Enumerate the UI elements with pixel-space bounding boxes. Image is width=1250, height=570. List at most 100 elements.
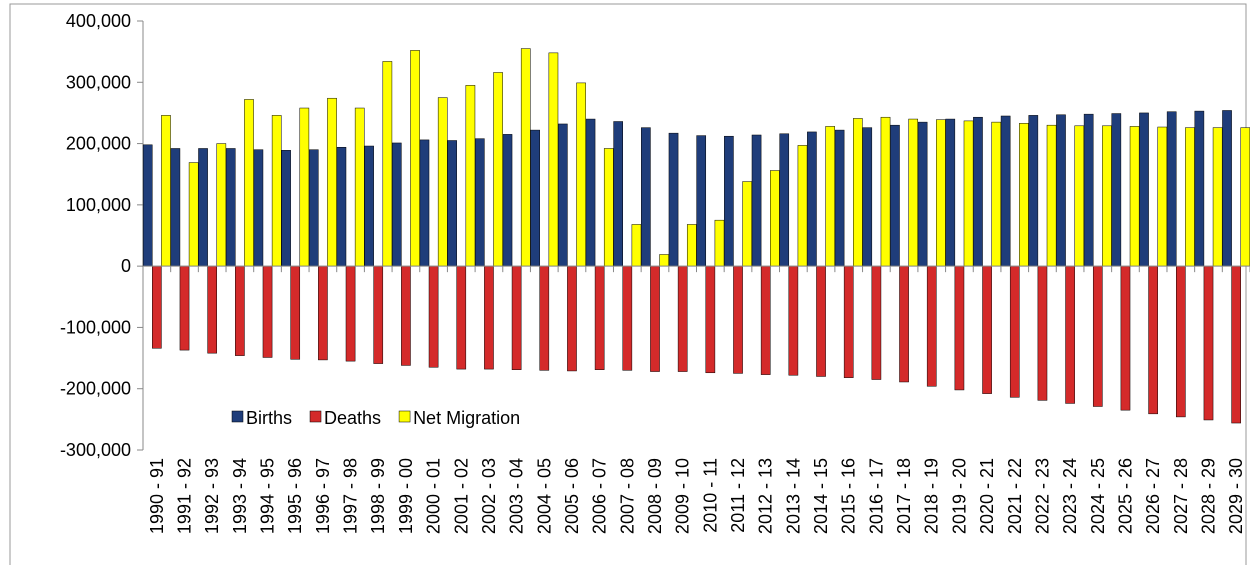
x-tick-label: 2004 - 05 [534, 458, 554, 534]
y-tick-label: 200,000 [66, 134, 131, 154]
x-tick-label: 2001 - 02 [451, 458, 471, 534]
bar [641, 127, 651, 267]
x-tick-label: 2020 - 21 [977, 458, 997, 534]
x-tick-label: 2008 - 09 [645, 458, 665, 534]
bar [401, 265, 411, 366]
bar [724, 135, 734, 267]
y-tick-label: -200,000 [60, 379, 131, 399]
x-tick-label: 1997 - 98 [341, 458, 361, 534]
bar [198, 148, 208, 267]
bar [474, 138, 485, 267]
bar [336, 146, 347, 267]
bar [152, 265, 162, 349]
bar [1120, 265, 1131, 411]
bar [281, 150, 291, 267]
bar [1231, 265, 1241, 424]
bar [788, 265, 799, 376]
bar [1019, 123, 1029, 267]
bar [1166, 111, 1177, 267]
bar [945, 118, 956, 267]
bar [493, 72, 503, 267]
y-tick-label: 0 [121, 256, 131, 276]
bar [696, 135, 707, 267]
bar [936, 119, 946, 267]
bar [1037, 265, 1048, 401]
x-tick-label: 2009 - 10 [673, 458, 693, 534]
bar [973, 116, 983, 267]
x-tick-label: 1995 - 96 [285, 458, 305, 534]
bar [520, 48, 531, 267]
bar [1148, 265, 1158, 415]
legend-swatch [398, 410, 411, 423]
bar [142, 144, 153, 267]
bar [890, 124, 900, 267]
bar [779, 133, 790, 267]
bar [650, 265, 660, 372]
bar [179, 265, 190, 351]
x-tick-label: 2013 - 14 [783, 458, 803, 534]
bar [428, 265, 439, 368]
bar [484, 265, 494, 370]
bar [1028, 115, 1039, 267]
bar [603, 148, 614, 267]
bar [1056, 114, 1066, 267]
bar [235, 265, 245, 356]
bar [1194, 110, 1205, 267]
bar [807, 131, 817, 267]
legend-label: Net Migration [413, 408, 520, 428]
bar [834, 129, 845, 267]
x-tick-label: 1999 - 00 [396, 458, 416, 534]
bar [1129, 126, 1140, 267]
x-tick-label: 2021 - 22 [1005, 458, 1025, 534]
legend-label: Births [246, 408, 292, 428]
bar [170, 148, 181, 267]
bar [871, 265, 882, 380]
x-tick-label: 2028 - 29 [1198, 458, 1218, 534]
bar [1083, 113, 1094, 267]
x-tick-label: 1993 - 94 [230, 458, 250, 534]
bar [391, 142, 402, 267]
x-tick-label: 2026 - 27 [1143, 458, 1163, 534]
x-tick-label: 2016 - 17 [866, 458, 886, 534]
bar [216, 143, 227, 267]
bar [631, 224, 642, 267]
bar [1102, 125, 1112, 267]
bar [364, 145, 374, 267]
bar [1157, 126, 1168, 267]
bar [308, 149, 319, 267]
x-tick-label: 2029 - 30 [1226, 458, 1246, 534]
bar [1240, 127, 1250, 267]
x-tick-label: 2006 - 07 [590, 458, 610, 534]
x-tick-label: 2022 - 23 [1032, 458, 1052, 534]
x-tick-label: 1991 - 92 [175, 458, 195, 534]
bar [862, 127, 873, 267]
bar [668, 132, 679, 267]
bar [447, 140, 457, 267]
bar [188, 162, 199, 267]
bar [345, 265, 356, 362]
bar [1065, 265, 1075, 404]
bar [502, 134, 513, 267]
legend-swatch [231, 410, 244, 423]
bar [419, 139, 430, 267]
bar [742, 181, 752, 267]
bar [558, 123, 568, 267]
x-tick-label: 2011 - 12 [728, 458, 748, 533]
x-tick-label: 2027 - 28 [1171, 458, 1191, 534]
bar [714, 219, 725, 267]
x-tick-label: 2015 - 16 [839, 458, 859, 534]
x-tick-label: 2014 - 15 [811, 458, 831, 534]
bar [299, 107, 310, 267]
legend-label: Deaths [324, 408, 381, 428]
bar [327, 97, 337, 267]
bar [585, 118, 596, 267]
y-tick-label: -100,000 [60, 317, 131, 337]
x-tick-label: 1992 - 93 [202, 458, 222, 534]
bar [770, 170, 780, 267]
bar [511, 265, 522, 370]
bar [318, 265, 328, 361]
bar [410, 50, 420, 267]
bar [843, 265, 854, 378]
bar [456, 265, 467, 370]
